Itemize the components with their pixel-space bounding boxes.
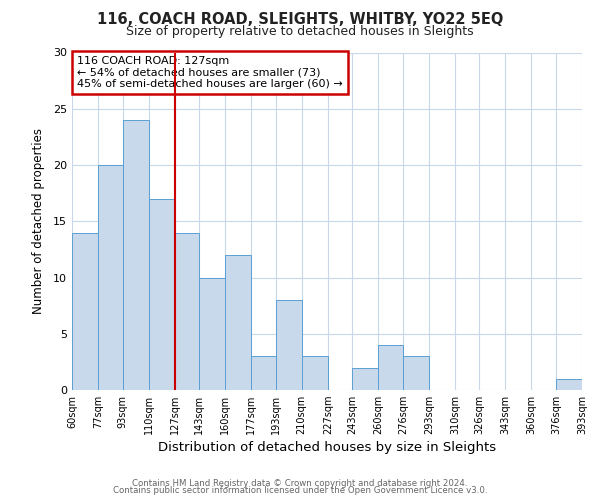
Text: Contains HM Land Registry data © Crown copyright and database right 2024.: Contains HM Land Registry data © Crown c… (132, 478, 468, 488)
Text: Size of property relative to detached houses in Sleights: Size of property relative to detached ho… (126, 25, 474, 38)
Bar (379, 345, 403, 390)
X-axis label: Distribution of detached houses by size in Sleights: Distribution of detached houses by size … (158, 442, 496, 454)
Bar (403, 356, 429, 390)
Bar (149, 198, 175, 390)
Text: 116, COACH ROAD, SLEIGHTS, WHITBY, YO22 5EQ: 116, COACH ROAD, SLEIGHTS, WHITBY, YO22 … (97, 12, 503, 28)
Text: 116 COACH ROAD: 127sqm
← 54% of detached houses are smaller (73)
45% of semi-det: 116 COACH ROAD: 127sqm ← 54% of detached… (77, 56, 343, 89)
Bar (122, 120, 149, 390)
Bar (275, 300, 302, 390)
Bar (556, 379, 582, 390)
Bar (98, 165, 122, 390)
Bar (251, 356, 275, 390)
Bar (302, 356, 328, 390)
Bar (72, 232, 98, 390)
Y-axis label: Number of detached properties: Number of detached properties (32, 128, 44, 314)
Bar (175, 232, 199, 390)
Bar (199, 278, 225, 390)
Text: Contains public sector information licensed under the Open Government Licence v3: Contains public sector information licen… (113, 486, 487, 495)
Bar (352, 368, 379, 390)
Bar (225, 255, 251, 390)
